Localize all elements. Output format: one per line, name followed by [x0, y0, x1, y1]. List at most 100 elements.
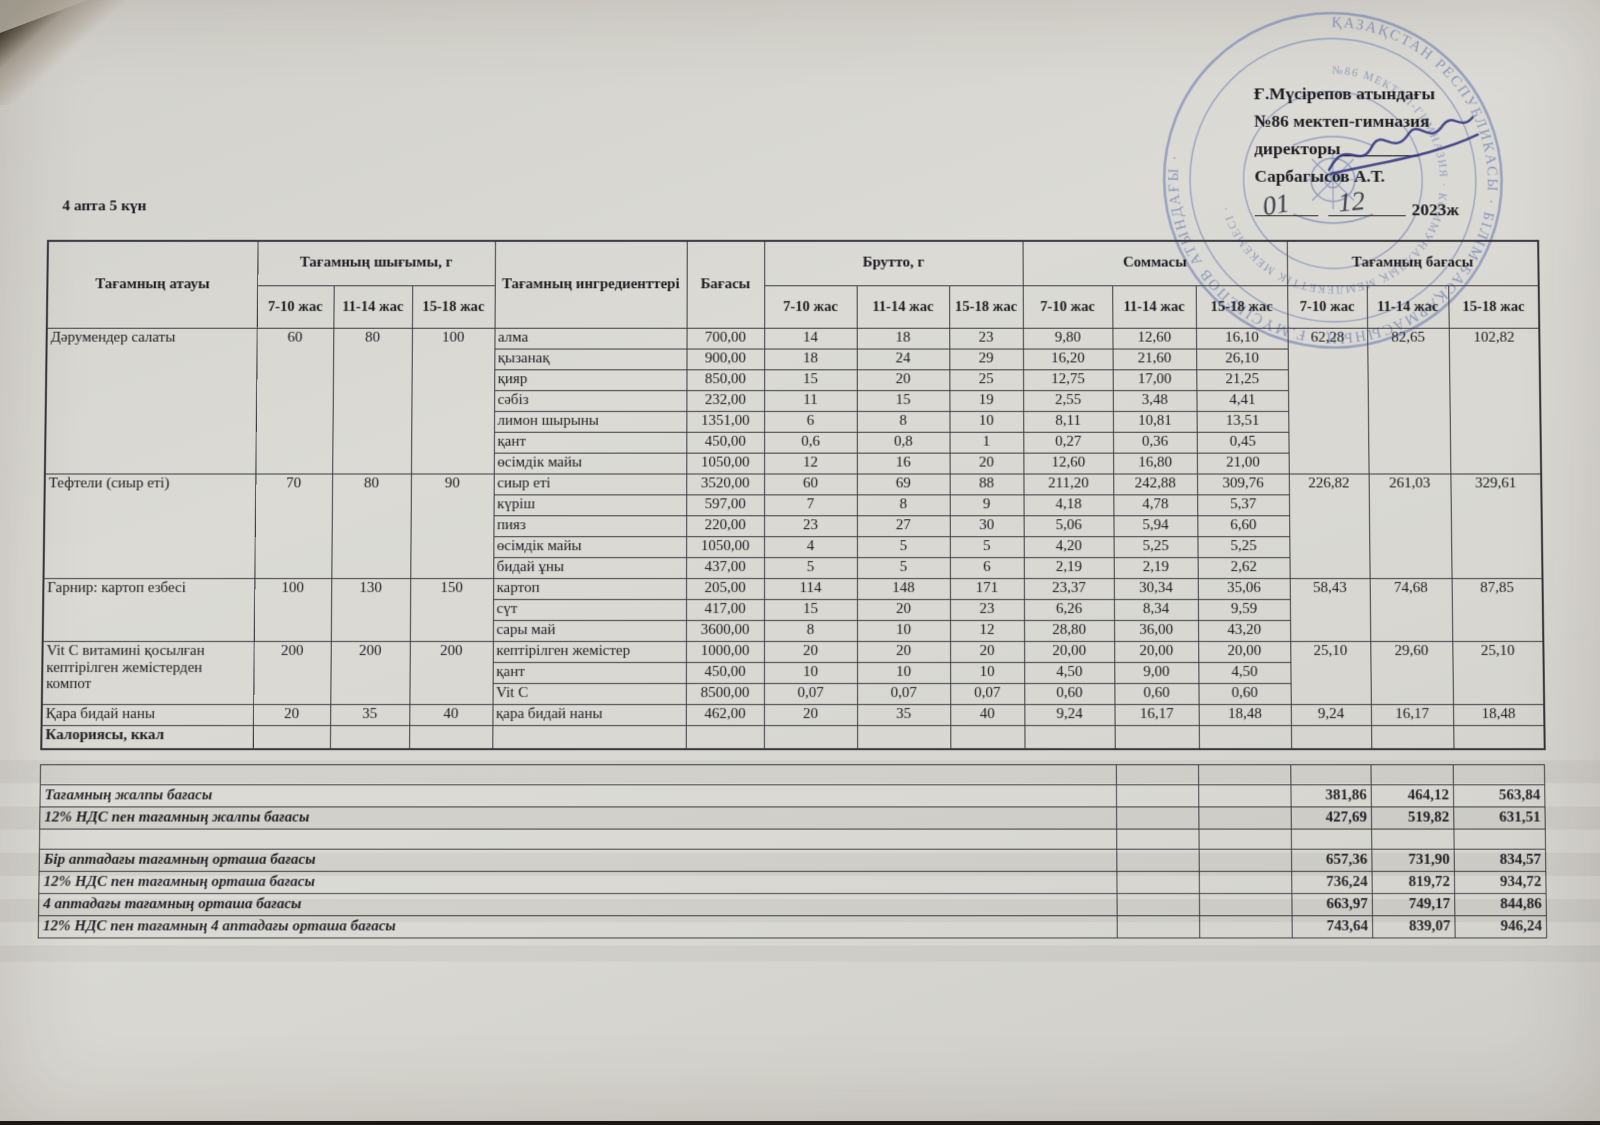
- dish-output-cell: 35: [330, 704, 410, 726]
- dish-price-cell: 74,68: [1369, 578, 1453, 642]
- sum-value-cell: 13,51: [1196, 411, 1289, 433]
- empty-cell: [1024, 725, 1115, 750]
- dish-name-cell: Vit C витамині қосылған кептірілген жемі…: [41, 641, 254, 705]
- summary-row: Бір аптадағы тағамның орташа бағасы 657,3…: [39, 849, 1546, 872]
- summary-table-body: Тағамның жалпы бағасы 381,86 464,12 563,84 1…: [38, 764, 1547, 938]
- ingredient-row: Vit C витамині қосылған кептірілген жемі…: [41, 641, 1545, 705]
- brutto-value-cell: 69: [856, 474, 950, 495]
- spacer-cell: [1453, 764, 1545, 785]
- summary-value-cell: 946,24: [1454, 915, 1547, 938]
- brutto-value-cell: 0,07: [950, 683, 1025, 705]
- sum-value-cell: 21,25: [1196, 369, 1289, 391]
- dish-output-cell: 80: [331, 474, 411, 579]
- sum-value-cell: 18,48: [1198, 704, 1291, 726]
- brutto-value-cell: 5: [764, 557, 857, 579]
- sum-value-cell: 5,25: [1197, 536, 1290, 558]
- brutto-value-cell: 18: [856, 328, 950, 350]
- ingredient-unit-price-cell: 462,00: [685, 704, 764, 726]
- dish-name-cell: Тефтели (сиыр еті): [43, 474, 256, 579]
- brutto-value-cell: 6: [949, 557, 1024, 579]
- summary-value-cell: 464,12: [1371, 784, 1454, 807]
- sum-value-cell: 309,76: [1197, 474, 1290, 495]
- calories-label-cell: Калориясы, ккал: [41, 725, 253, 750]
- empty-cell: [857, 725, 951, 750]
- dish-price-cell: 16,17: [1370, 704, 1454, 726]
- brutto-value-cell: 20: [857, 641, 951, 663]
- spacer-label-cell: [40, 764, 1117, 785]
- spacer-cell: [1290, 764, 1372, 785]
- sum-value-cell: 36,00: [1114, 620, 1199, 642]
- ingredient-row: Қара бидай наны 20 35 40 қара бидай наны 462,…: [41, 704, 1545, 726]
- brutto-value-cell: 23: [949, 599, 1025, 621]
- summary-table: Тағамның жалпы бағасы 381,86 464,12 563,84 1…: [38, 764, 1547, 938]
- summary-value-cell: 934,72: [1454, 871, 1547, 894]
- brutto-value-cell: 148: [856, 578, 950, 600]
- brutto-value-cell: 20: [856, 599, 951, 621]
- ingredient-unit-price-cell: 1050,00: [686, 453, 765, 475]
- brutto-value-cell: 114: [764, 578, 857, 600]
- brutto-value-cell: 12: [764, 453, 857, 475]
- age-group-header: 11-14 жас: [333, 285, 413, 329]
- sum-value-cell: 0,60: [1024, 683, 1115, 705]
- dish-price-cell: 329,61: [1450, 474, 1543, 579]
- sum-value-cell: 12,60: [1112, 328, 1197, 350]
- ingredient-name-cell: кептірілген жемістер: [492, 641, 686, 663]
- sum-value-cell: 2,19: [1023, 557, 1114, 579]
- brutto-value-cell: 35: [857, 704, 951, 726]
- ingredient-unit-price-cell: 220,00: [686, 515, 765, 537]
- brutto-value-cell: 24: [856, 349, 950, 370]
- brutto-value-cell: 10: [857, 662, 951, 684]
- menu-table-body: Дәрумендер салаты 60 80 100 алма 700,00 14 18 23…: [41, 328, 1545, 750]
- ingredient-name-cell: қызанақ: [494, 349, 687, 370]
- brutto-value-cell: 20: [763, 641, 858, 663]
- age-group-header: 7-10 жас: [256, 285, 334, 329]
- brutto-value-cell: 10: [857, 620, 951, 642]
- age-group-header: 15-18 жас: [1448, 285, 1540, 329]
- sum-value-cell: 12,75: [1023, 369, 1113, 391]
- sum-value-cell: 0,27: [1023, 432, 1114, 454]
- dish-output-cell: 150: [409, 578, 494, 642]
- brutto-value-cell: 19: [949, 390, 1024, 412]
- brutto-value-cell: 23: [949, 328, 1024, 350]
- ingredient-unit-price-cell: 437,00: [686, 557, 765, 579]
- brutto-value-cell: 18: [764, 349, 857, 370]
- ingredient-name-cell: қияр: [494, 369, 687, 391]
- sum-value-cell: 0,60: [1198, 683, 1291, 705]
- empty-cell: [409, 725, 493, 750]
- ingredient-unit-price-cell: 597,00: [686, 494, 765, 516]
- spacer-cell: [1198, 764, 1291, 785]
- brutto-value-cell: 16: [856, 453, 950, 475]
- ingredient-unit-price-cell: 1351,00: [686, 411, 765, 433]
- sum-value-cell: 43,20: [1198, 620, 1291, 642]
- col-sum-header: Соммасы: [1022, 240, 1288, 286]
- brutto-value-cell: 20: [950, 641, 1025, 663]
- brutto-value-cell: 40: [950, 704, 1025, 726]
- age-group-header: 15-18 жас: [949, 285, 1023, 329]
- empty-cell: [950, 725, 1025, 750]
- brutto-value-cell: 10: [949, 411, 1024, 433]
- sum-value-cell: 16,80: [1113, 453, 1198, 475]
- ingredient-unit-price-cell: 450,00: [686, 432, 765, 454]
- empty-cell: [1371, 725, 1454, 750]
- brutto-value-cell: 14: [764, 328, 857, 350]
- ingredient-name-cell: алма: [494, 328, 687, 350]
- summary-row: 12% НДС пен тағамның 4 аптадағы орташа б…: [38, 915, 1547, 938]
- dish-price-cell: 25,10: [1452, 641, 1545, 705]
- summary-spacer-cell: [1199, 893, 1293, 916]
- brutto-value-cell: 0,07: [763, 683, 858, 705]
- ingredient-unit-price-cell: 417,00: [686, 599, 765, 621]
- sum-value-cell: 4,18: [1023, 494, 1114, 516]
- brutto-value-cell: 60: [764, 474, 857, 495]
- ingredient-unit-price-cell: 232,00: [686, 390, 765, 412]
- sum-value-cell: 20,00: [1024, 641, 1115, 663]
- spacer-cell: [1370, 764, 1454, 785]
- ingredient-name-cell: картоп: [493, 578, 687, 600]
- sum-value-cell: 5,25: [1113, 536, 1198, 558]
- dish-price-cell: 102,82: [1448, 328, 1542, 475]
- sum-value-cell: 35,06: [1197, 578, 1290, 600]
- summary-value-cell: 657,36: [1291, 849, 1373, 872]
- empty-cell: [1453, 725, 1545, 750]
- col-ingredients-header: Тағамның ингредиенттері: [494, 240, 687, 329]
- ingredient-unit-price-cell: 3600,00: [685, 620, 765, 642]
